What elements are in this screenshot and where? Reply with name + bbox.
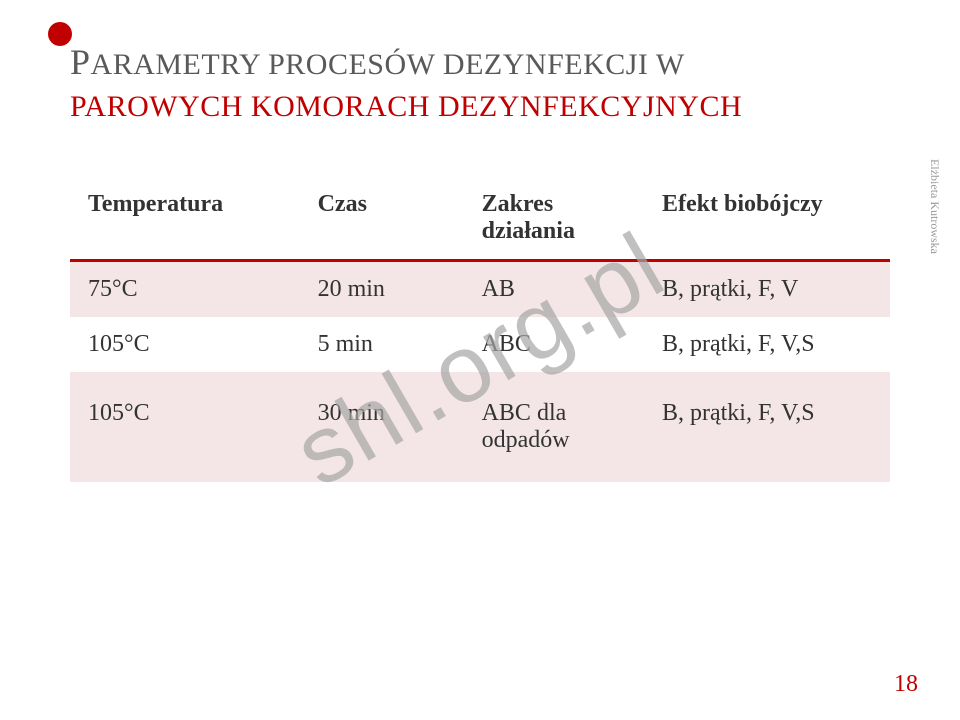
page-number: 18 — [894, 671, 918, 698]
cell-effect: B, prątki, F, V,S — [644, 372, 890, 482]
th-temperature: Temperatura — [70, 177, 300, 261]
table-row: 105°C 30 min ABC dla odpadów B, prątki, … — [70, 372, 890, 482]
cell-temp: 105°C — [70, 317, 300, 372]
cell-time: 30 min — [300, 372, 464, 482]
cell-time: 5 min — [300, 317, 464, 372]
cell-temp: 105°C — [70, 372, 300, 482]
title-line2: PAROWYCH KOMORACH DEZYNFEKCYJNYCH — [70, 90, 742, 123]
cell-range: AB — [464, 261, 644, 318]
cell-temp: 75°C — [70, 261, 300, 318]
table-row: 75°C 20 min AB B, prątki, F, V — [70, 261, 890, 318]
cell-range: ABC dla odpadów — [464, 372, 644, 482]
cell-range: ABC — [464, 317, 644, 372]
accent-dot — [48, 22, 72, 46]
table-container: Temperatura Czas Zakres działania Efekt … — [70, 177, 890, 482]
cell-effect: B, prątki, F, V,S — [644, 317, 890, 372]
table-header-row: Temperatura Czas Zakres działania Efekt … — [70, 177, 890, 261]
author-side-text: Elżbieta Kutrowska — [927, 159, 942, 254]
th-range: Zakres działania — [464, 177, 644, 261]
cell-effect: B, prątki, F, V — [644, 261, 890, 318]
slide-title: PARAMETRY PROCESÓW DEZYNFEKCJI W PAROWYC… — [70, 38, 890, 127]
cell-time: 20 min — [300, 261, 464, 318]
title-line1: PARAMETRY PROCESÓW DEZYNFEKCJI W — [70, 48, 685, 81]
table-row: 105°C 5 min ABC B, prątki, F, V,S — [70, 317, 890, 372]
th-time: Czas — [300, 177, 464, 261]
slide-content: PARAMETRY PROCESÓW DEZYNFEKCJI W PAROWYC… — [0, 0, 960, 482]
th-effect: Efekt biobójczy — [644, 177, 890, 261]
disinfection-table: Temperatura Czas Zakres działania Efekt … — [70, 177, 890, 482]
